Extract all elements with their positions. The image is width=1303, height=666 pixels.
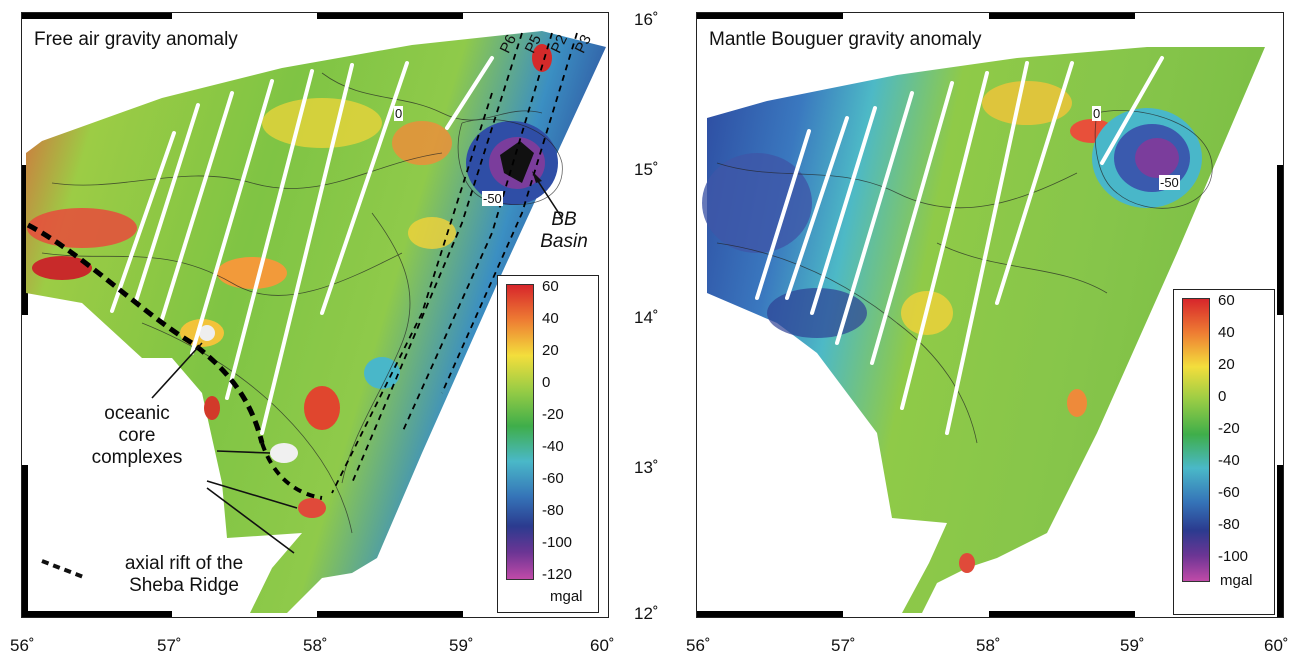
colorbar (1182, 298, 1210, 582)
legend-tick: -40 (542, 438, 564, 455)
frame-bar (22, 465, 28, 617)
frame-bar (317, 13, 463, 19)
y-tick-13: 13˚ (634, 458, 659, 477)
legend-unit: mgal (550, 588, 583, 605)
legend-tick: 0 (542, 374, 551, 391)
legend-tick: -100 (542, 534, 573, 551)
legend-tick: -20 (542, 406, 564, 423)
x-tick-right-58: 58˚ (976, 636, 1001, 655)
colorbar (506, 284, 534, 580)
mantle-bouguer-colorbar-legend: 60 40 20 0 -20 -40 -60 -80 -100 mgal (1173, 289, 1275, 615)
contour-label-0: 0 (1092, 106, 1102, 121)
oceanic-core-complexes-label: oceanic core complexes (91, 403, 183, 468)
contour-label-minus50: -50 (1159, 175, 1180, 190)
x-tick-left-56: 56˚ (10, 636, 35, 655)
legend-tick: -60 (1218, 484, 1240, 501)
x-tick-right-56: 56˚ (686, 636, 711, 655)
axial-rift-label: axial rift of the Sheba Ridge (124, 553, 244, 596)
mantle-bouguer-anomaly-map (702, 47, 1265, 613)
free-air-map-panel: Free air gravity anomaly P6 P5 P2 P3 0 -… (21, 12, 609, 618)
frame-bar (22, 611, 172, 617)
legend-tick: 40 (542, 310, 559, 327)
legend-tick: -40 (1218, 452, 1240, 469)
contour-label-0: 0 (394, 106, 404, 121)
frame-bar (1277, 465, 1283, 617)
frame-bar (989, 611, 1135, 617)
free-air-map-title: Free air gravity anomaly (34, 29, 238, 50)
x-tick-left-60: 60˚ (590, 636, 615, 655)
legend-tick: -80 (1218, 516, 1240, 533)
contour-label-minus50: -50 (482, 191, 503, 206)
frame-bar (697, 611, 843, 617)
legend-tick: 60 (542, 278, 559, 295)
legend-tick: -80 (542, 502, 564, 519)
mantle-bouguer-map-panel: Mantle Bouguer gravity anomaly 0 -50 60 … (696, 12, 1284, 618)
legend-tick: 20 (1218, 356, 1235, 373)
legend-tick: 20 (542, 342, 559, 359)
x-tick-right-57: 57˚ (831, 636, 856, 655)
bb-basin-label: BB Basin (540, 209, 588, 252)
mantle-bouguer-map-title: Mantle Bouguer gravity anomaly (709, 29, 982, 50)
x-tick-left-58: 58˚ (303, 636, 328, 655)
legend-tick: 0 (1218, 388, 1227, 405)
x-tick-left-59: 59˚ (449, 636, 474, 655)
frame-bar (317, 611, 463, 617)
y-tick-15: 15˚ (634, 160, 659, 179)
frame-bar (22, 165, 28, 315)
legend-tick: -20 (1218, 420, 1240, 437)
frame-bar (697, 13, 843, 19)
x-tick-right-60: 60˚ (1264, 636, 1289, 655)
legend-tick: 40 (1218, 324, 1235, 341)
legend-tick: 60 (1218, 292, 1235, 309)
frame-bar (22, 13, 172, 19)
x-tick-left-57: 57˚ (157, 636, 182, 655)
legend-tick: -100 (1218, 548, 1249, 565)
frame-bar (989, 13, 1135, 19)
legend-unit: mgal (1220, 572, 1253, 589)
free-air-colorbar-legend: 60 40 20 0 -20 -40 -60 -80 -100 -120 mga… (497, 275, 599, 613)
frame-bar (1277, 165, 1283, 315)
y-tick-12: 12˚ (634, 604, 659, 623)
legend-tick: -60 (542, 470, 564, 487)
legend-tick: -120 (542, 566, 573, 583)
free-air-anomaly-map (26, 31, 606, 613)
y-tick-16: 16˚ (634, 10, 659, 29)
x-tick-right-59: 59˚ (1120, 636, 1145, 655)
y-tick-14: 14˚ (634, 308, 659, 327)
